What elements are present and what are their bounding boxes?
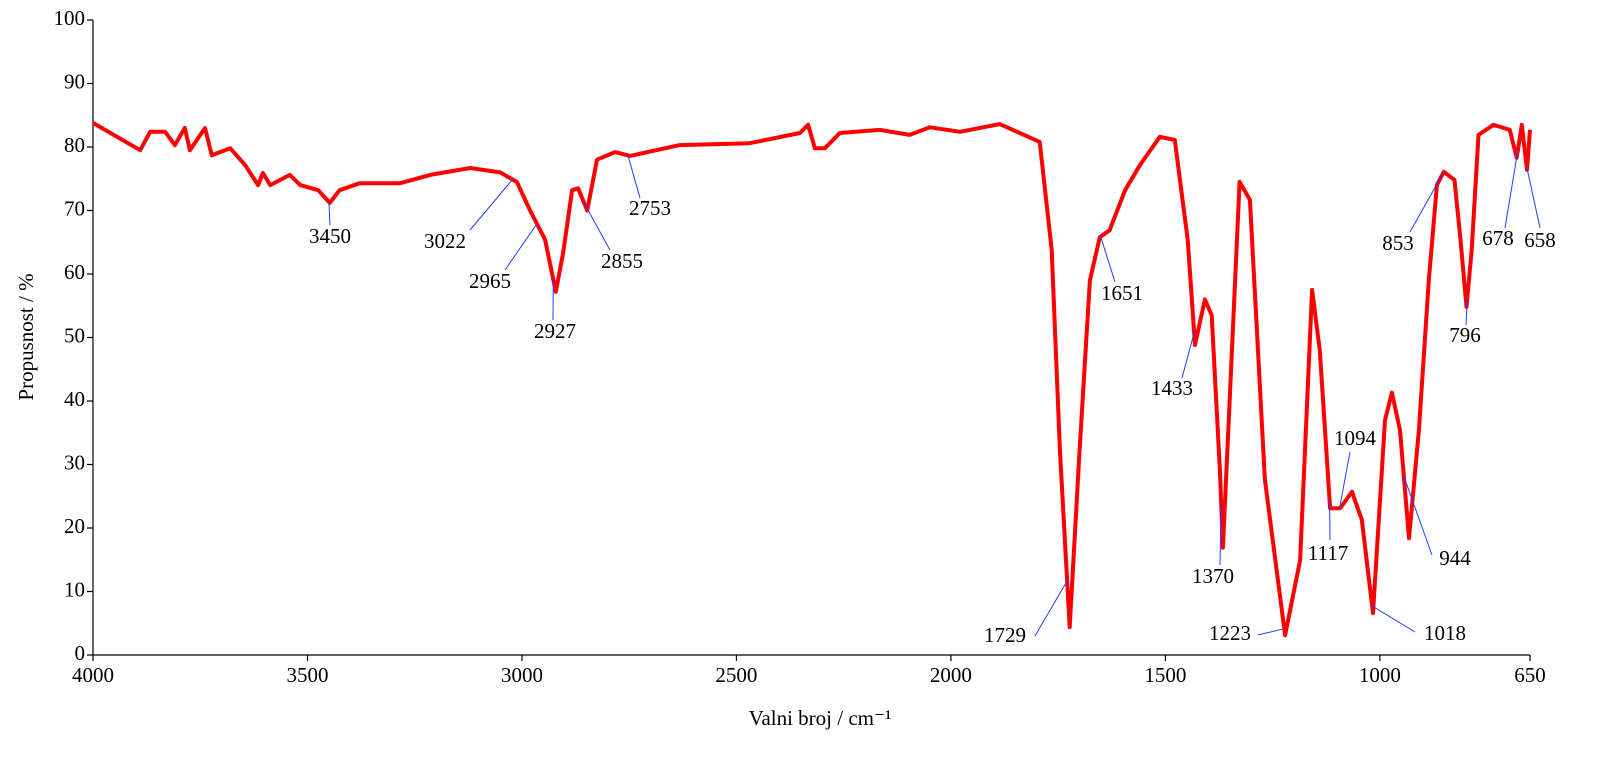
- annotation-leader: [583, 202, 611, 251]
- x-tick-label: 1500: [1144, 663, 1186, 687]
- y-tick-label: 30: [64, 450, 85, 474]
- annotation-label: 658: [1524, 228, 1556, 252]
- annotation-leader: [1100, 236, 1116, 283]
- y-axis-label: Propusnost / %: [14, 273, 38, 400]
- annotation-label: 2753: [629, 196, 671, 220]
- annotation-leader: [469, 179, 513, 231]
- annotation-leader: [328, 201, 331, 226]
- y-tick-label: 20: [64, 514, 85, 538]
- annotation-leader: [1526, 165, 1541, 229]
- annotation-label: 1370: [1192, 564, 1234, 588]
- y-tick-label: 70: [64, 196, 85, 220]
- x-tick-label: 2000: [930, 663, 972, 687]
- y-tick-label: 60: [64, 260, 85, 284]
- annotation-label: 1094: [1334, 426, 1377, 450]
- annotation-leader: [1034, 580, 1068, 637]
- annotation-label: 3022: [424, 229, 466, 253]
- annotation-leader: [1465, 297, 1468, 326]
- annotation-leader: [504, 223, 538, 271]
- y-tick-label: 90: [64, 69, 85, 93]
- annotation-leader: [1257, 628, 1285, 636]
- annotation-leader: [1409, 173, 1444, 233]
- annotation-leader: [1504, 149, 1519, 229]
- x-tick-label: 3500: [286, 663, 328, 687]
- x-tick-label: 3000: [501, 663, 543, 687]
- annotation-label: 1433: [1151, 376, 1193, 400]
- annotation-label: 1223: [1209, 621, 1251, 645]
- annotation-label: 1117: [1308, 541, 1348, 565]
- spectrum-line: [91, 121, 1532, 638]
- annotation-label: 2927: [534, 319, 576, 343]
- annotation-leader: [1181, 332, 1195, 379]
- y-tick-label: 40: [64, 387, 85, 411]
- annotation-label: 1651: [1101, 281, 1143, 305]
- annotation-label: 678: [1482, 226, 1514, 250]
- y-tick-label: 100: [54, 6, 86, 30]
- annotation-label: 1729: [984, 623, 1026, 647]
- x-tick-label: 650: [1514, 663, 1546, 687]
- y-tick-label: 80: [64, 133, 85, 157]
- annotation-leader: [1371, 605, 1416, 633]
- annotation-label: 1018: [1424, 621, 1466, 645]
- annotation-leader: [1339, 451, 1351, 509]
- x-tick-label: 4000: [72, 663, 114, 687]
- annotation-label: 853: [1382, 231, 1414, 255]
- y-tick-label: 0: [75, 641, 86, 665]
- y-tick-label: 50: [64, 323, 85, 347]
- annotation-leader: [1403, 476, 1433, 556]
- annotation-leader: [627, 155, 641, 199]
- annotation-label: 2965: [469, 269, 511, 293]
- annotation-label: 3450: [309, 224, 351, 248]
- annotation-leader: [1219, 503, 1222, 566]
- x-tick-label: 1000: [1359, 663, 1401, 687]
- x-tick-label: 2500: [715, 663, 757, 687]
- y-tick-label: 10: [64, 577, 85, 601]
- x-axis-label: Valni broj / cm⁻¹: [749, 706, 892, 730]
- annotation-label: 2855: [601, 249, 643, 273]
- annotation-label: 796: [1449, 323, 1481, 347]
- annotation-label: 944: [1439, 546, 1471, 570]
